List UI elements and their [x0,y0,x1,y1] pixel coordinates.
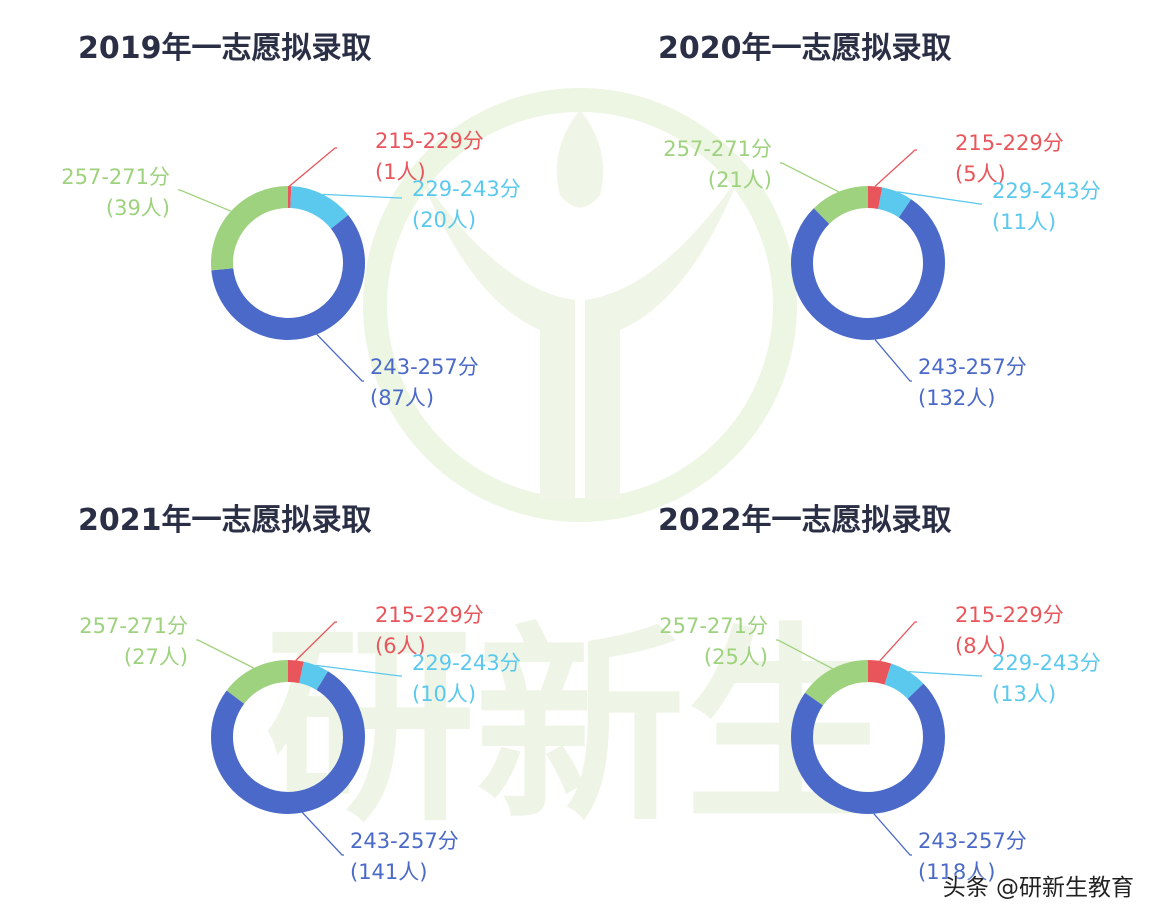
chart-title: 2019年一志愿拟录取 [78,31,372,66]
donut-slice [226,660,289,705]
chart-title: 2022年一志愿拟录取 [658,503,952,538]
leader-line [780,162,839,193]
donut-slice [289,186,349,230]
donut-chart-panel: 2021年一志愿拟录取 215-229分 (6人)229-243分 (10人) 243-… [78,503,521,884]
watermark-ring [363,88,797,522]
slice-count-label: (39人) [106,196,170,220]
leader-line [295,621,337,661]
donut-slice [287,660,304,684]
leader-line [874,339,912,382]
slice-label: 243-257分 [918,355,1027,379]
donut-slice [867,660,892,685]
slice-label: 257-271分 [663,137,772,161]
slice-label: 215-229分 [375,129,484,153]
slice-count-label: (27人) [124,645,188,669]
slice-count-label: (6人) [375,634,426,658]
slice-label: 229-243分 [412,177,521,201]
leader-line [289,147,337,187]
slice-count-label: (141人) [350,860,427,884]
slice-count-label: (1人) [375,160,426,184]
donut-slice [877,187,912,218]
leader-line [879,621,917,662]
donut-chart-panel: 2022年一志愿拟录取 215-229分 (8人)229-243分 (13人) 243-… [658,503,1101,884]
slice-count-label: (118人) [918,860,995,884]
slice-count-label: (21人) [708,168,772,192]
slice-count-label: (8人) [955,634,1006,658]
slice-label: 229-243分 [992,179,1101,203]
leader-line [897,191,982,205]
slice-count-label: (132人) [918,386,995,410]
slice-count-label: (13人) [992,682,1056,706]
donut-slice [867,186,883,209]
donut-slice [805,660,869,706]
slice-count-label: (5人) [955,162,1006,186]
donut-chart-panel: 2020年一志愿拟录取 215-229分 (5人)229-243分 (11人) 243-… [658,31,1101,410]
leader-line [316,664,402,677]
donut-slice [884,663,924,700]
slice-label: 215-229分 [955,603,1064,627]
slice-count-label: (87人) [370,386,434,410]
slice-label: 229-243分 [992,651,1101,675]
slice-label: 215-229分 [375,603,484,627]
slice-label: 243-257分 [918,829,1027,853]
slice-label: 257-271分 [61,165,170,189]
leader-line [776,639,833,670]
watermark-logo: 研新生 [265,88,895,850]
leader-line [196,639,254,669]
footer-credit: 头条 @研新生教育 [942,875,1134,901]
slice-label: 243-257分 [370,355,479,379]
donut-slice [791,683,945,814]
slice-count-label: (10人) [412,682,476,706]
slice-label: 257-271分 [79,614,188,638]
watermark-leaf-left [420,175,575,500]
donut-slice [211,671,365,814]
slice-count-label: (20人) [412,208,476,232]
watermark-leaf-right [585,175,740,500]
donut-slice [211,186,289,271]
leader-line [316,333,364,382]
slice-label: 257-271分 [659,614,768,638]
chart-title: 2021年一志愿拟录取 [78,503,372,538]
leader-line [178,189,232,212]
leader-line [873,813,912,856]
leader-line [322,193,402,199]
slice-label: 215-229分 [955,131,1064,155]
leader-line [874,149,917,187]
slice-label: 243-257分 [350,829,459,853]
chart-title: 2020年一志愿拟录取 [658,31,952,66]
slice-count-label: (25人) [704,645,768,669]
donut-slice [813,186,869,225]
donut-chart-panel: 2019年一志愿拟录取 215-229分 (1人)229-243分 (20人) 243-… [61,31,521,410]
watermark-drop [556,110,604,208]
slice-label: 229-243分 [412,651,521,675]
leader-line [908,670,982,677]
donut-slice [791,199,945,340]
leader-line [301,812,344,856]
slice-count-label: (11人) [992,210,1056,234]
donut-slice [298,661,329,691]
donut-slice [211,215,365,340]
